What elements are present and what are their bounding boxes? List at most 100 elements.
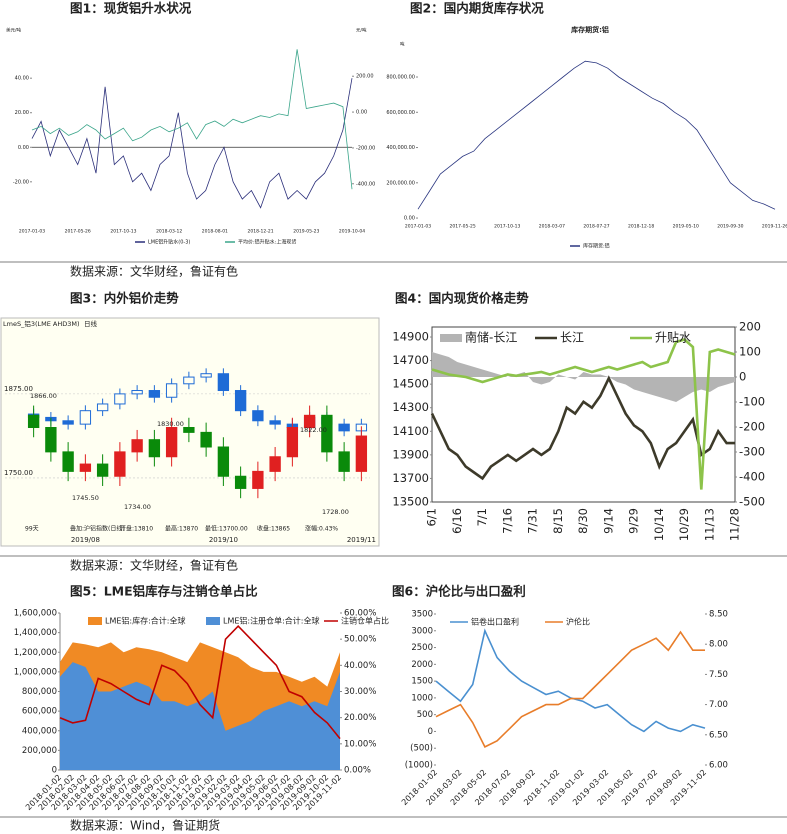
candle-body: [252, 410, 264, 422]
x-tick-label: 2019-05-10: [673, 224, 699, 230]
y-tick-label: 400,000.00: [386, 145, 415, 151]
y-tick-label: 13900: [392, 447, 429, 461]
y-tick-label: 3000: [411, 626, 433, 636]
y-tick-label: 400,000: [22, 726, 57, 736]
line: [430, 375, 735, 481]
candle-body: [303, 414, 316, 428]
y-tick-label: 1,600,000: [14, 609, 57, 619]
y-tick-label: 1000: [411, 693, 433, 703]
chart-info: 最高:13870: [165, 525, 198, 533]
legend-label: 注销仓单占比: [341, 616, 389, 626]
candle-body: [96, 463, 109, 477]
x-tick-label: 2019-11-26: [762, 224, 787, 230]
legend-label: 平均价:铝升贴水:上海现货: [238, 239, 296, 246]
y2-tick-label: 200: [739, 320, 761, 334]
candle-body: [96, 403, 109, 412]
y-tick-label: 600,000.00: [386, 110, 415, 116]
x-tick-label: 6/1: [425, 508, 439, 527]
x-tick-label: 8/15: [551, 508, 565, 534]
legend-label: 长江: [560, 331, 584, 345]
candle-body: [217, 446, 230, 477]
candle-body: [200, 431, 212, 448]
y-tick-label: 3500: [411, 610, 433, 620]
axis-unit: 元/吨: [356, 27, 367, 34]
y2-tick-label: 7.00: [709, 700, 728, 710]
x-tick-label: 2019-10-04: [339, 229, 365, 235]
y2-tick-label: 6.50: [709, 730, 728, 740]
y2-tick-label: -200.00: [356, 145, 375, 151]
figure-caption: 图2：国内期货库存状况: [410, 1, 544, 16]
y-tick-label: 14700: [392, 353, 429, 367]
legend-label: LME铝:库存:合计:全球: [105, 616, 186, 626]
candle-body: [234, 390, 247, 412]
x-tick-label: 7/16: [500, 508, 514, 534]
x-tick-label: 10/29: [677, 508, 691, 541]
legend-swatch: [206, 617, 220, 625]
y-tick-label: 0.00: [18, 145, 29, 151]
candle-body: [148, 439, 161, 458]
candle-body: [252, 470, 264, 489]
line: [435, 630, 705, 748]
candle-body: [114, 393, 126, 405]
y2-tick-label: 8.50: [709, 610, 728, 620]
candle-body: [321, 414, 333, 453]
y2-tick-label: 50.00%: [344, 635, 376, 645]
figure-caption: 图3：内外铝价走势: [70, 291, 179, 306]
chart-header: LmeS_铝3(LME AHD3M): [3, 319, 80, 328]
candle-body: [79, 463, 92, 472]
y2-tick-label: 0: [739, 370, 746, 384]
candle-body: [269, 456, 281, 472]
line: [417, 60, 776, 210]
x-tick-label: 7/31: [526, 508, 540, 534]
legend-label: 铝卷出口盈利: [471, 617, 519, 627]
y2-tick-label: 6.00: [709, 761, 728, 771]
axis-unit: 美元/吨: [6, 27, 22, 34]
candle-body: [355, 435, 368, 472]
x-tick-label: 2019/08: [71, 536, 100, 544]
y-tick-label: 20.00: [15, 110, 29, 116]
legend-swatch: [440, 334, 462, 342]
y-tick-label: 1,200,000: [14, 648, 57, 658]
y-tick-label: 800,000.00: [386, 75, 415, 81]
source: 数据来源：Wind，鲁证期货: [70, 818, 220, 833]
line: [31, 78, 353, 209]
annotation: 1822.00: [300, 426, 327, 434]
y2-tick-label: -400: [739, 470, 765, 484]
x-tick-label: 10/14: [652, 508, 666, 541]
y2-tick-label: 100: [739, 345, 761, 359]
x-tick-label: 2018-03-07: [539, 224, 565, 230]
candle-body: [338, 451, 350, 472]
y2-tick-label: 40.00%: [344, 661, 376, 671]
x-tick-label: 8/30: [576, 508, 590, 534]
x-tick-label: 2017-01-03: [19, 229, 45, 235]
x-tick-label: 11/28: [728, 508, 742, 541]
y-tick-label: 13700: [392, 471, 429, 485]
y-tick-label: 200,000.00: [386, 180, 415, 186]
y-tick-label: 2000: [411, 660, 433, 670]
y2-tick-label: 20.00%: [344, 713, 376, 723]
x-tick-label: 2019-05-23: [293, 229, 319, 235]
annotation: 1866.00: [30, 392, 57, 400]
legend-label: 升贴水: [655, 331, 691, 345]
figure-caption: 图6：沪伦比与出口盈利: [392, 584, 526, 599]
candle-body: [269, 420, 281, 425]
x-tick-label: 2019/11: [347, 536, 376, 544]
figure-caption: 图5：LME铝库存与注销仓单占比: [70, 584, 258, 599]
area: [60, 662, 340, 770]
x-tick-label: 2019/10: [209, 536, 238, 544]
y-tick-label: 500: [417, 710, 433, 720]
x-tick-label: 6/16: [450, 508, 464, 534]
y2-tick-label: -500: [739, 495, 765, 509]
candle-body: [183, 376, 195, 385]
candle-body: [27, 414, 40, 428]
y-tick-label: 800,000: [22, 687, 57, 697]
x-tick-label: 2017-01-03: [405, 224, 431, 230]
figure-caption: 图4：国内现货价格走势: [395, 291, 529, 306]
y2-tick-label: -400.00: [356, 181, 375, 187]
chart-title: 库存期货:铝: [571, 25, 609, 34]
candle-body: [62, 420, 74, 425]
candle-body: [62, 451, 74, 472]
candle-body: [79, 410, 92, 425]
y-tick-label: 1875.00: [4, 385, 33, 393]
legend-label: 南储-长江: [465, 330, 517, 345]
